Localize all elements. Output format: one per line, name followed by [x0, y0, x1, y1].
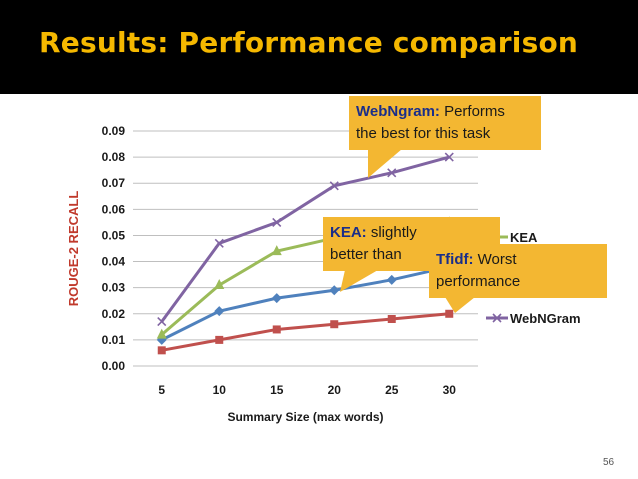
callout-tfidf: Tfidf: Worst performance: [429, 244, 607, 298]
y-tick-label: 0.02: [102, 307, 126, 321]
data-point: [214, 306, 225, 317]
data-point: [157, 346, 166, 355]
series-line: [161, 312, 450, 352]
y-tick-label: 0.08: [102, 150, 126, 164]
x-tick-label: 30: [443, 383, 457, 397]
data-point: [214, 238, 224, 248]
callout-tfidf-text2: performance: [436, 273, 521, 290]
y-axis-title: ROUGE-2 RECALL: [66, 191, 81, 307]
callout-webngram: WebNgram: Performs the best for this tas…: [349, 96, 541, 150]
y-tick-label: 0.01: [102, 333, 126, 347]
page-number: 56: [603, 457, 615, 468]
y-tick-label: 0.03: [102, 281, 126, 295]
y-tick-label: 0.06: [102, 202, 126, 216]
data-point: [329, 285, 340, 296]
y-tick-label: 0.04: [102, 255, 126, 269]
legend-marker: [492, 313, 502, 323]
y-tick-label: 0.09: [102, 124, 126, 138]
data-point: [387, 315, 396, 323]
data-point: [271, 293, 282, 304]
data-point: [271, 245, 282, 256]
data-point: [215, 335, 224, 344]
data-point: [444, 152, 454, 162]
legend-label: KEA: [510, 230, 538, 245]
slide-title: Results: Performance comparison: [39, 26, 579, 59]
data-point: [329, 181, 339, 191]
callout-tfidf-text1: Worst: [473, 251, 517, 268]
data-point: [272, 217, 282, 227]
y-tick-label: 0.07: [102, 176, 126, 190]
data-point: [330, 320, 339, 329]
data-point: [386, 274, 397, 285]
data-point: [272, 325, 281, 334]
y-tick-label: 0.05: [102, 228, 126, 242]
callout-tfidf-name: Tfidf:: [436, 251, 474, 268]
data-point: [445, 309, 454, 318]
legend-label: WebNGram: [510, 311, 581, 326]
x-tick-label: 20: [328, 383, 342, 397]
x-tick-label: 25: [385, 383, 399, 397]
data-point: [156, 328, 167, 339]
callout-webngram-name: WebNgram:: [356, 103, 440, 120]
callout-webngram-text2: the best for this task: [356, 125, 491, 142]
title-bar: [0, 0, 638, 94]
x-tick-label: 5: [158, 383, 165, 397]
x-axis-title: Summary Size (max words): [227, 410, 383, 424]
data-point: [214, 279, 225, 290]
callout-kea-text2: better than: [330, 246, 402, 263]
data-point: [157, 317, 167, 327]
x-tick-label: 15: [270, 383, 284, 397]
callout-kea-name: KEA:: [330, 224, 367, 241]
y-tick-label: 0.00: [102, 359, 126, 373]
callout-webngram-text1: Performs: [439, 103, 505, 120]
callout-kea-text1: slightly: [366, 224, 417, 241]
series-line: [161, 265, 450, 342]
x-tick-label: 10: [213, 383, 227, 397]
